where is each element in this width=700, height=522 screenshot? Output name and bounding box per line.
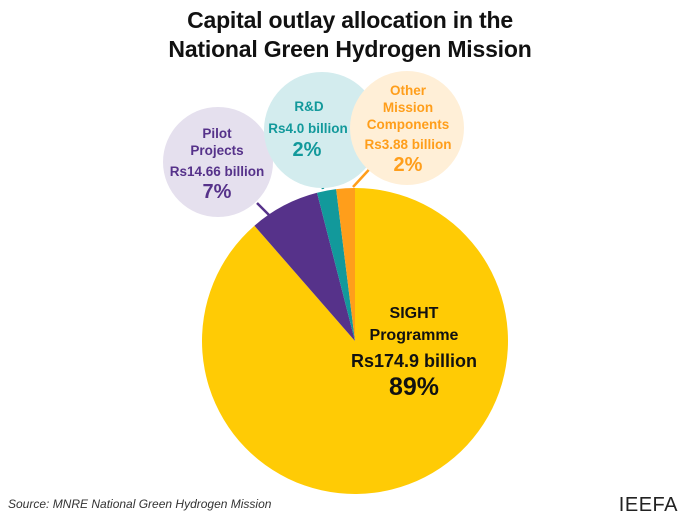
label-bubbles: [163, 71, 464, 217]
label-sight: SIGHT Programme Rs174.9 billion 89%: [351, 305, 477, 401]
leader-line-pilot-projects: [256, 202, 274, 220]
label-sight-line-2: Programme: [370, 327, 459, 344]
label-sight-percent: 89%: [389, 373, 439, 401]
label-rnd-value: Rs4.0 billion: [268, 121, 348, 136]
label-pilot: Pilot Projects Rs14.66 billion 7%: [170, 126, 265, 203]
label-rnd-line-1: R&D: [294, 99, 323, 114]
chart-title: Capital outlay allocation in the Nationa…: [0, 6, 700, 64]
bubble-pilot-projects: [163, 107, 273, 217]
label-sight-line-1: SIGHT: [390, 305, 439, 322]
label-sight-value: Rs174.9 billion: [351, 351, 477, 371]
bubble-other-mission-components: [350, 71, 464, 185]
label-other-line-2: Mission: [383, 100, 433, 115]
label-pilot-line-2: Projects: [190, 143, 243, 158]
pie-slice-sight: [201, 188, 508, 494]
label-rnd: R&D Rs4.0 billion 2%: [268, 99, 348, 161]
chart-title-line-1: Capital outlay allocation in the: [187, 7, 513, 33]
bubble-rnd: [264, 72, 380, 188]
pie-slices: [201, 188, 508, 494]
pie-slice-pilot-projects: [254, 192, 355, 341]
brand-logo: IEEFA: [618, 494, 678, 516]
chart-title-line-2: National Green Hydrogen Mission: [168, 36, 532, 62]
label-other-value: Rs3.88 billion: [364, 137, 451, 152]
label-other-line-3: Components: [367, 117, 450, 132]
label-pilot-line-1: Pilot: [202, 126, 232, 141]
label-other-line-1: Other: [390, 83, 427, 98]
pie-slice-rnd: [317, 189, 355, 341]
label-rnd-percent: 2%: [293, 139, 322, 161]
label-other: Other Mission Components Rs3.88 billion …: [364, 83, 451, 176]
pie-slice-other-mission-components: [336, 188, 355, 341]
label-other-percent: 2%: [394, 154, 423, 176]
label-pilot-percent: 7%: [203, 181, 232, 203]
label-pilot-value: Rs14.66 billion: [170, 164, 265, 179]
source-note: Source: MNRE National Green Hydrogen Mis…: [8, 497, 272, 511]
